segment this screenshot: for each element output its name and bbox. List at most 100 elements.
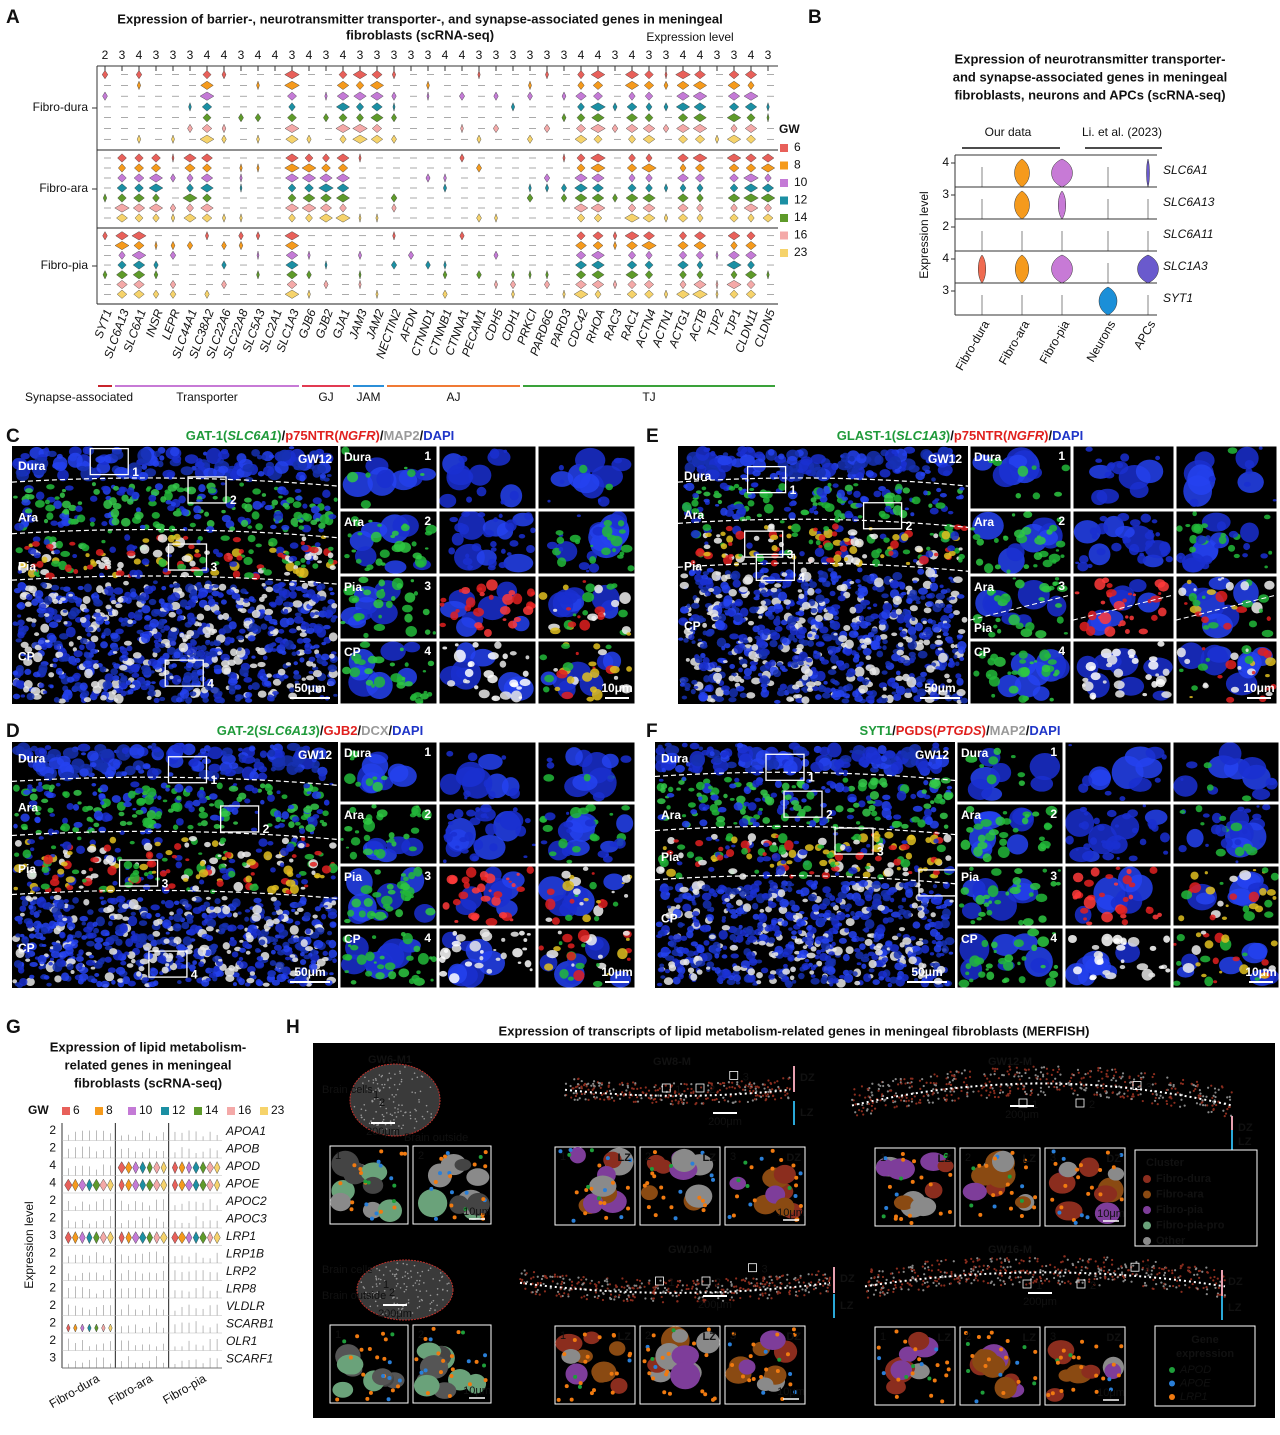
signal — [400, 524, 410, 532]
cell — [219, 593, 224, 597]
scale-label: 10μm — [1243, 681, 1274, 695]
cell — [894, 468, 901, 473]
signal — [1106, 583, 1113, 589]
category-label: Fibro-dura — [953, 318, 993, 373]
inset — [1072, 510, 1175, 575]
violin — [692, 124, 708, 133]
signal — [1079, 621, 1090, 632]
cell — [279, 676, 285, 682]
level-label: 3 — [561, 48, 568, 62]
signal — [423, 690, 428, 695]
signal — [404, 662, 409, 667]
signal — [1124, 629, 1130, 634]
cell — [825, 582, 831, 588]
cell — [236, 555, 243, 561]
cell — [761, 677, 771, 685]
cell — [293, 661, 298, 666]
cell — [319, 514, 330, 525]
violin — [116, 280, 128, 289]
nucleus — [1181, 553, 1206, 572]
cell — [21, 499, 31, 506]
cell — [293, 673, 302, 680]
cell — [72, 647, 78, 652]
cell — [292, 600, 303, 608]
cell — [942, 622, 951, 629]
signal — [518, 533, 526, 539]
cell — [41, 556, 48, 563]
cell — [96, 585, 104, 594]
signal — [1179, 668, 1184, 673]
violin — [679, 183, 687, 193]
cell — [679, 581, 689, 589]
cell — [125, 680, 132, 686]
violin — [335, 102, 351, 112]
violin — [510, 279, 516, 290]
violin — [528, 183, 532, 193]
cell — [273, 510, 284, 522]
violin — [643, 80, 655, 90]
cell — [728, 675, 735, 682]
cell — [703, 544, 711, 550]
cell — [73, 569, 79, 575]
violin — [152, 213, 160, 223]
cell — [52, 663, 57, 668]
cell — [825, 606, 831, 611]
violin — [337, 163, 349, 173]
cell — [865, 470, 874, 478]
cell — [729, 633, 739, 640]
violin — [338, 70, 348, 80]
violin — [202, 163, 212, 173]
cell — [110, 668, 119, 676]
cell — [739, 454, 755, 467]
signal — [448, 547, 456, 555]
signal — [1258, 446, 1263, 450]
cell — [142, 681, 147, 685]
roi-number: 1 — [790, 483, 797, 497]
cell — [881, 670, 888, 675]
cell — [85, 746, 91, 751]
violin — [239, 213, 243, 223]
cell — [681, 695, 688, 700]
level-label: 4 — [942, 155, 949, 169]
cell — [870, 627, 878, 635]
violin — [238, 240, 244, 251]
violin — [238, 231, 244, 241]
violin — [575, 241, 587, 250]
violin — [131, 231, 147, 241]
signal — [558, 546, 564, 552]
violin — [561, 183, 567, 193]
cell — [270, 524, 277, 530]
violin — [747, 213, 755, 223]
signal — [1217, 674, 1223, 679]
violin — [625, 70, 639, 80]
signal — [509, 490, 519, 501]
violin — [443, 260, 447, 270]
violin — [118, 163, 126, 173]
violin — [1058, 190, 1066, 220]
cell — [221, 509, 226, 514]
cell — [261, 567, 266, 571]
cell — [117, 561, 124, 569]
panel-title: fibroblasts (scRNA-seq) — [346, 27, 494, 42]
cell — [233, 821, 239, 825]
cell — [102, 680, 112, 690]
violin — [134, 153, 144, 163]
inset-label: CP — [344, 645, 361, 659]
cell — [915, 600, 921, 605]
cell — [695, 549, 705, 557]
cell — [204, 632, 211, 639]
cell — [938, 652, 948, 663]
violin — [574, 134, 588, 144]
cell — [13, 495, 18, 499]
cell — [40, 623, 50, 633]
signal — [544, 674, 555, 683]
cell — [943, 606, 953, 614]
cell — [122, 657, 128, 662]
cell — [294, 560, 301, 566]
violin — [443, 173, 447, 183]
cell — [807, 685, 813, 691]
cell — [72, 553, 78, 559]
violin — [170, 173, 176, 183]
signal — [502, 593, 514, 605]
cell — [247, 534, 256, 543]
